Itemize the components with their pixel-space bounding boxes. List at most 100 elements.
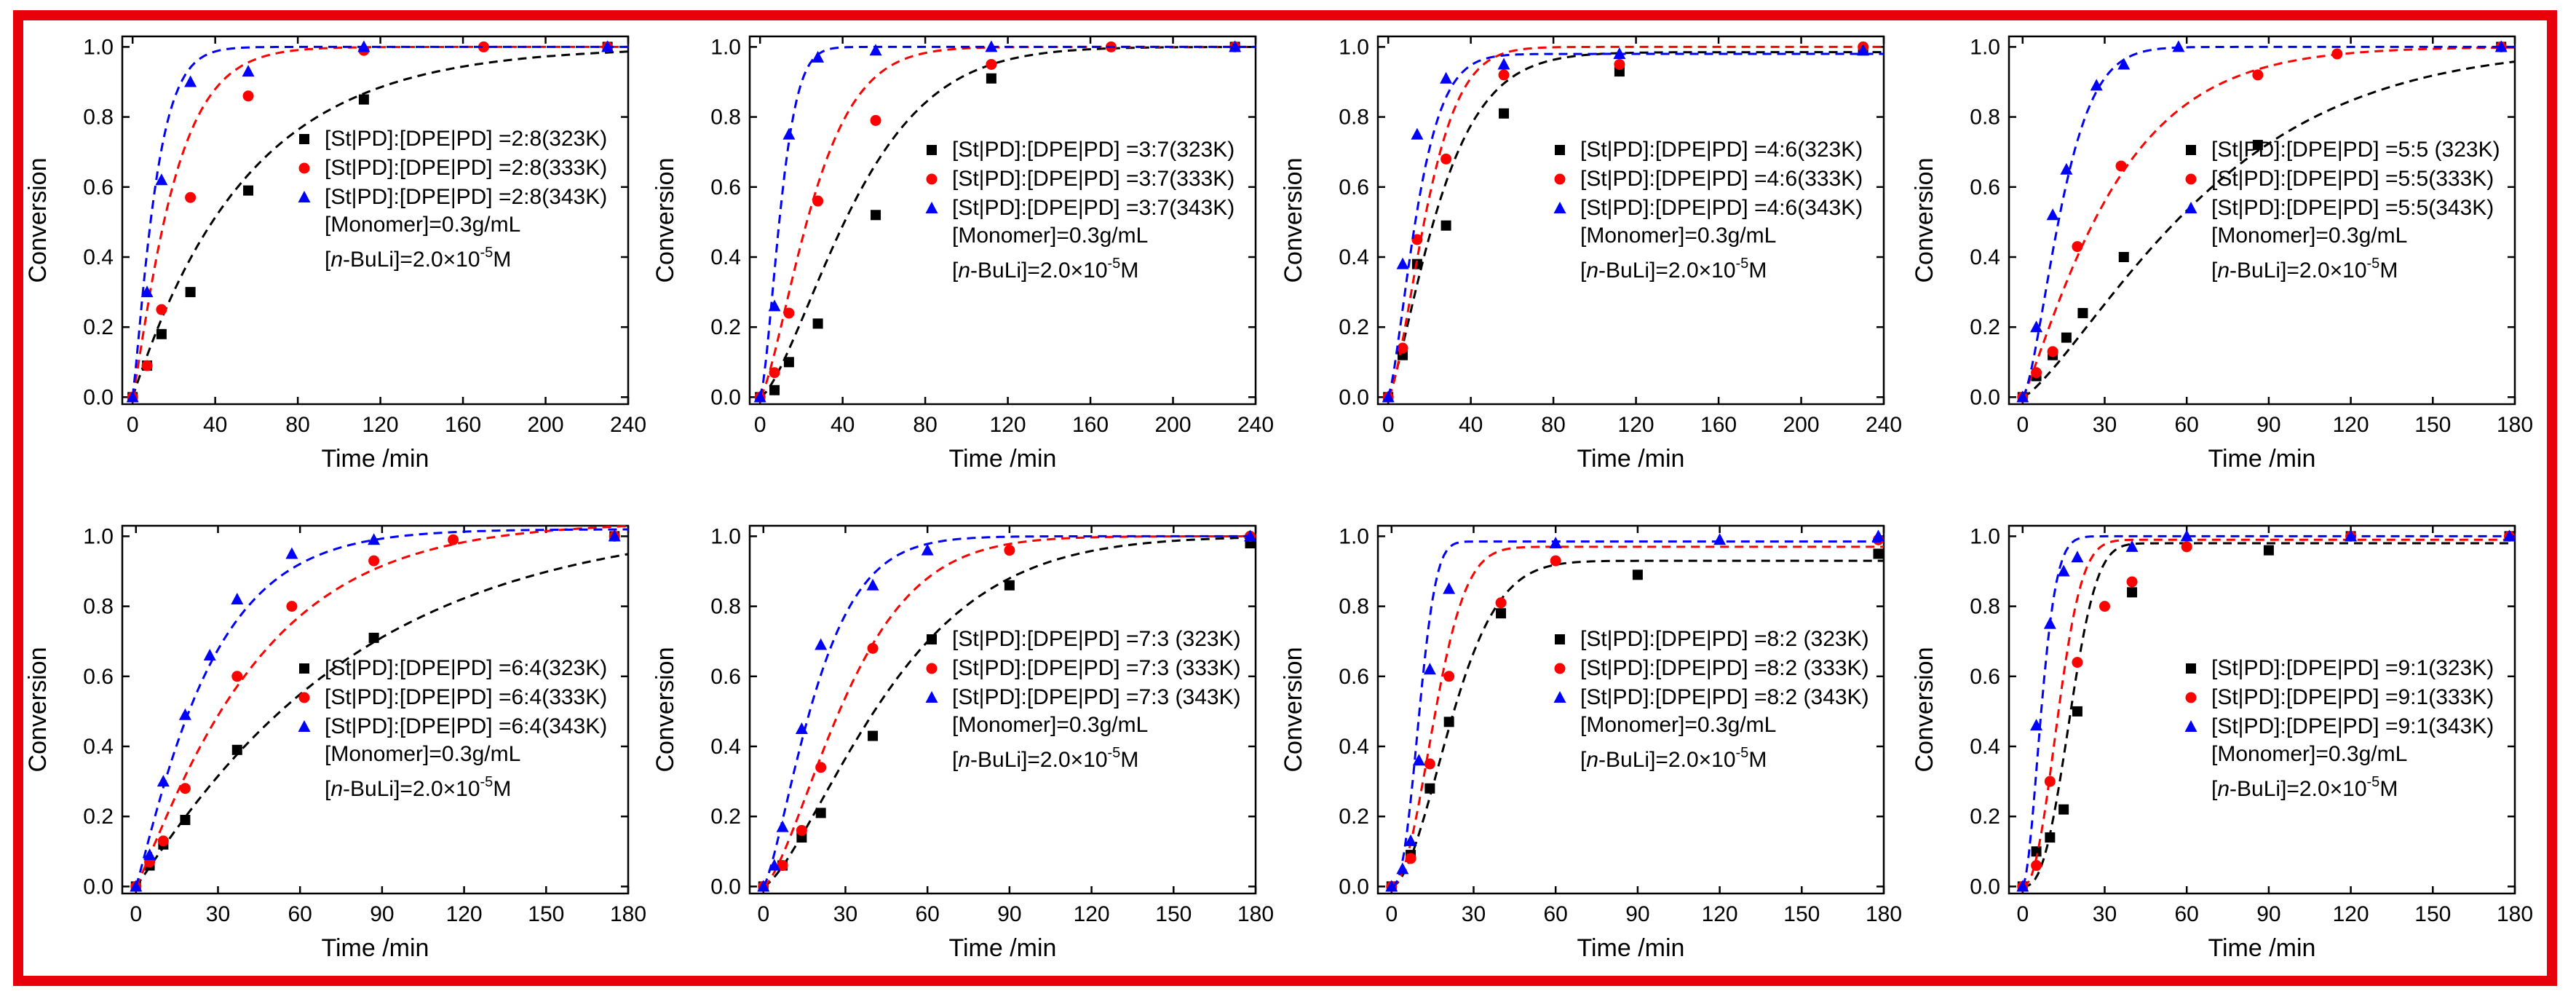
legend-label-343K: [St|PD]:[DPE|PD] =3:7(343K) bbox=[952, 196, 1235, 220]
y-tick-label: 0.0 bbox=[1970, 385, 2000, 409]
bu-li-unit: M bbox=[493, 777, 511, 801]
legend-label-323K: [St|PD]:[DPE|PD] =3:7(323K) bbox=[952, 138, 1235, 162]
y-tick-label: 0.4 bbox=[710, 735, 741, 759]
x-tick-label: 30 bbox=[2093, 902, 2117, 926]
data-point-333K bbox=[2099, 601, 2110, 612]
bu-li-text: -BuLi]=2.0×10 bbox=[1598, 748, 1735, 772]
fit-curve-343K bbox=[131, 45, 628, 398]
data-point-333K bbox=[141, 360, 153, 371]
data-point-343K bbox=[776, 820, 789, 832]
x-axis-label: Time /min bbox=[1577, 445, 1685, 473]
data-point-343K bbox=[155, 173, 168, 186]
data-point-333K bbox=[2252, 69, 2264, 81]
bu-li-unit: M bbox=[1748, 259, 1767, 283]
data-point-343K bbox=[1382, 390, 1395, 403]
fit-curve-343K bbox=[135, 528, 628, 887]
legend-label-323K: [St|PD]:[DPE|PD] =8:2 (323K) bbox=[1580, 627, 1869, 651]
y-axis-label: Conversion bbox=[1911, 158, 1938, 283]
y-tick-label: 0.6 bbox=[710, 175, 741, 200]
x-tick-label: 160 bbox=[445, 413, 481, 437]
legend-label-323K: [St|PD]:[DPE|PD] =6:4(323K) bbox=[325, 656, 607, 680]
data-point-343K bbox=[1411, 127, 1424, 140]
data-point-333K bbox=[1498, 69, 1510, 81]
x-tick-label: 30 bbox=[1462, 902, 1486, 926]
legend-label-343K: [St|PD]:[DPE|PD] =2:8(343K) bbox=[325, 185, 607, 209]
bu-li-bracket: [ bbox=[2211, 777, 2218, 801]
data-point-343K bbox=[2030, 320, 2043, 333]
fit-curve-333K bbox=[135, 525, 629, 888]
data-point-323K bbox=[1440, 220, 1451, 231]
bu-li-unit: M bbox=[1748, 748, 1767, 772]
x-tick-label: 120 bbox=[1074, 902, 1110, 926]
fit-curve-333K bbox=[1387, 45, 1884, 398]
legend-marker-323K bbox=[299, 134, 309, 144]
x-tick-label: 120 bbox=[446, 902, 483, 926]
bu-li-n: n bbox=[2217, 777, 2230, 801]
x-tick-label: 150 bbox=[528, 902, 564, 926]
legend-marker-343K bbox=[2184, 202, 2197, 213]
data-point-343K bbox=[130, 880, 143, 892]
data-point-333K bbox=[1550, 555, 1561, 567]
data-point-343K bbox=[1549, 537, 1562, 549]
bu-li-exponent: -5 bbox=[1736, 745, 1749, 761]
legend-label-333K: [St|PD]:[DPE|PD] =4:6(333K) bbox=[1580, 167, 1863, 191]
legend-marker-323K bbox=[927, 145, 937, 155]
data-point-343K bbox=[795, 722, 808, 734]
x-tick-label: 0 bbox=[1385, 902, 1398, 926]
y-axis-label: Conversion bbox=[24, 647, 52, 773]
x-tick-label: 0 bbox=[754, 413, 766, 437]
x-tick-label: 40 bbox=[1459, 413, 1483, 437]
legend-label-323K: [St|PD]:[DPE|PD] =4:6(323K) bbox=[1580, 138, 1863, 162]
y-tick-label: 1.0 bbox=[83, 524, 114, 548]
data-point-333K bbox=[157, 835, 169, 847]
fit-curve-323K bbox=[135, 553, 629, 888]
x-tick-label: 0 bbox=[2016, 902, 2029, 926]
legend-marker-333K bbox=[1554, 173, 1566, 185]
bu-li-exponent: -5 bbox=[480, 245, 494, 261]
data-point-333K bbox=[2047, 346, 2058, 358]
y-tick-label: 0.8 bbox=[83, 595, 114, 619]
bu-li-n: n bbox=[2217, 259, 2230, 283]
data-point-333K bbox=[185, 192, 197, 203]
chart-panel-4: 0 30 60 90 120 150 180 0.0 0.2 0.4 0.6 0.8 1.0 Time /… bbox=[1911, 35, 2533, 473]
chart-panel-1: 0 40 80 120 160 200 240 0.0 0.2 0.4 0.6 0.8 1.0 Time … bbox=[24, 35, 646, 473]
fit-curve-333K bbox=[1391, 545, 1884, 888]
data-point-333K bbox=[2044, 776, 2056, 787]
fit-curve-333K bbox=[762, 534, 1256, 888]
data-point-343K bbox=[126, 390, 139, 403]
bu-li-exponent: -5 bbox=[480, 774, 494, 790]
y-tick-label: 1.0 bbox=[710, 524, 741, 548]
legend-marker-343K bbox=[1553, 202, 1566, 213]
x-tick-label: 0 bbox=[130, 902, 142, 926]
data-point-333K bbox=[1614, 58, 1625, 70]
bu-li-unit: M bbox=[2379, 777, 2398, 801]
data-point-333K bbox=[2031, 860, 2042, 872]
y-tick-label: 0.6 bbox=[1339, 175, 1369, 200]
y-tick-label: 1.0 bbox=[1339, 35, 1369, 59]
data-point-343K bbox=[1613, 47, 1626, 60]
y-tick-label: 0.8 bbox=[710, 106, 741, 130]
plot-frame bbox=[2008, 524, 2516, 895]
bu-li-exponent: -5 bbox=[2367, 256, 2380, 272]
data-point-323K bbox=[2077, 307, 2088, 318]
data-point-343K bbox=[1497, 58, 1510, 70]
bu-li-exponent: -5 bbox=[2367, 774, 2380, 790]
x-tick-label: 120 bbox=[1618, 413, 1654, 437]
data-point-343K bbox=[812, 50, 825, 63]
fit-curve-323K bbox=[2022, 542, 2515, 888]
bu-li-text: -BuLi]=2.0×10 bbox=[970, 259, 1107, 283]
fit-curve-323K bbox=[2022, 60, 2516, 398]
legend-marker-343K bbox=[925, 202, 938, 213]
data-point-323K bbox=[2061, 332, 2072, 343]
y-tick-label: 0.8 bbox=[1339, 106, 1369, 130]
y-tick-label: 0.2 bbox=[1970, 805, 2000, 829]
legend-marker-333K bbox=[926, 173, 938, 185]
data-point-323K bbox=[358, 94, 369, 105]
x-axis-label: Time /min bbox=[949, 934, 1057, 962]
bu-li-condition: [n-BuLi]=2.0×10-5M bbox=[952, 745, 1138, 772]
bu-li-n: n bbox=[330, 248, 343, 272]
data-point-343K bbox=[768, 859, 781, 871]
fit-curve-333K bbox=[2022, 538, 2515, 888]
data-point-333K bbox=[986, 58, 997, 70]
